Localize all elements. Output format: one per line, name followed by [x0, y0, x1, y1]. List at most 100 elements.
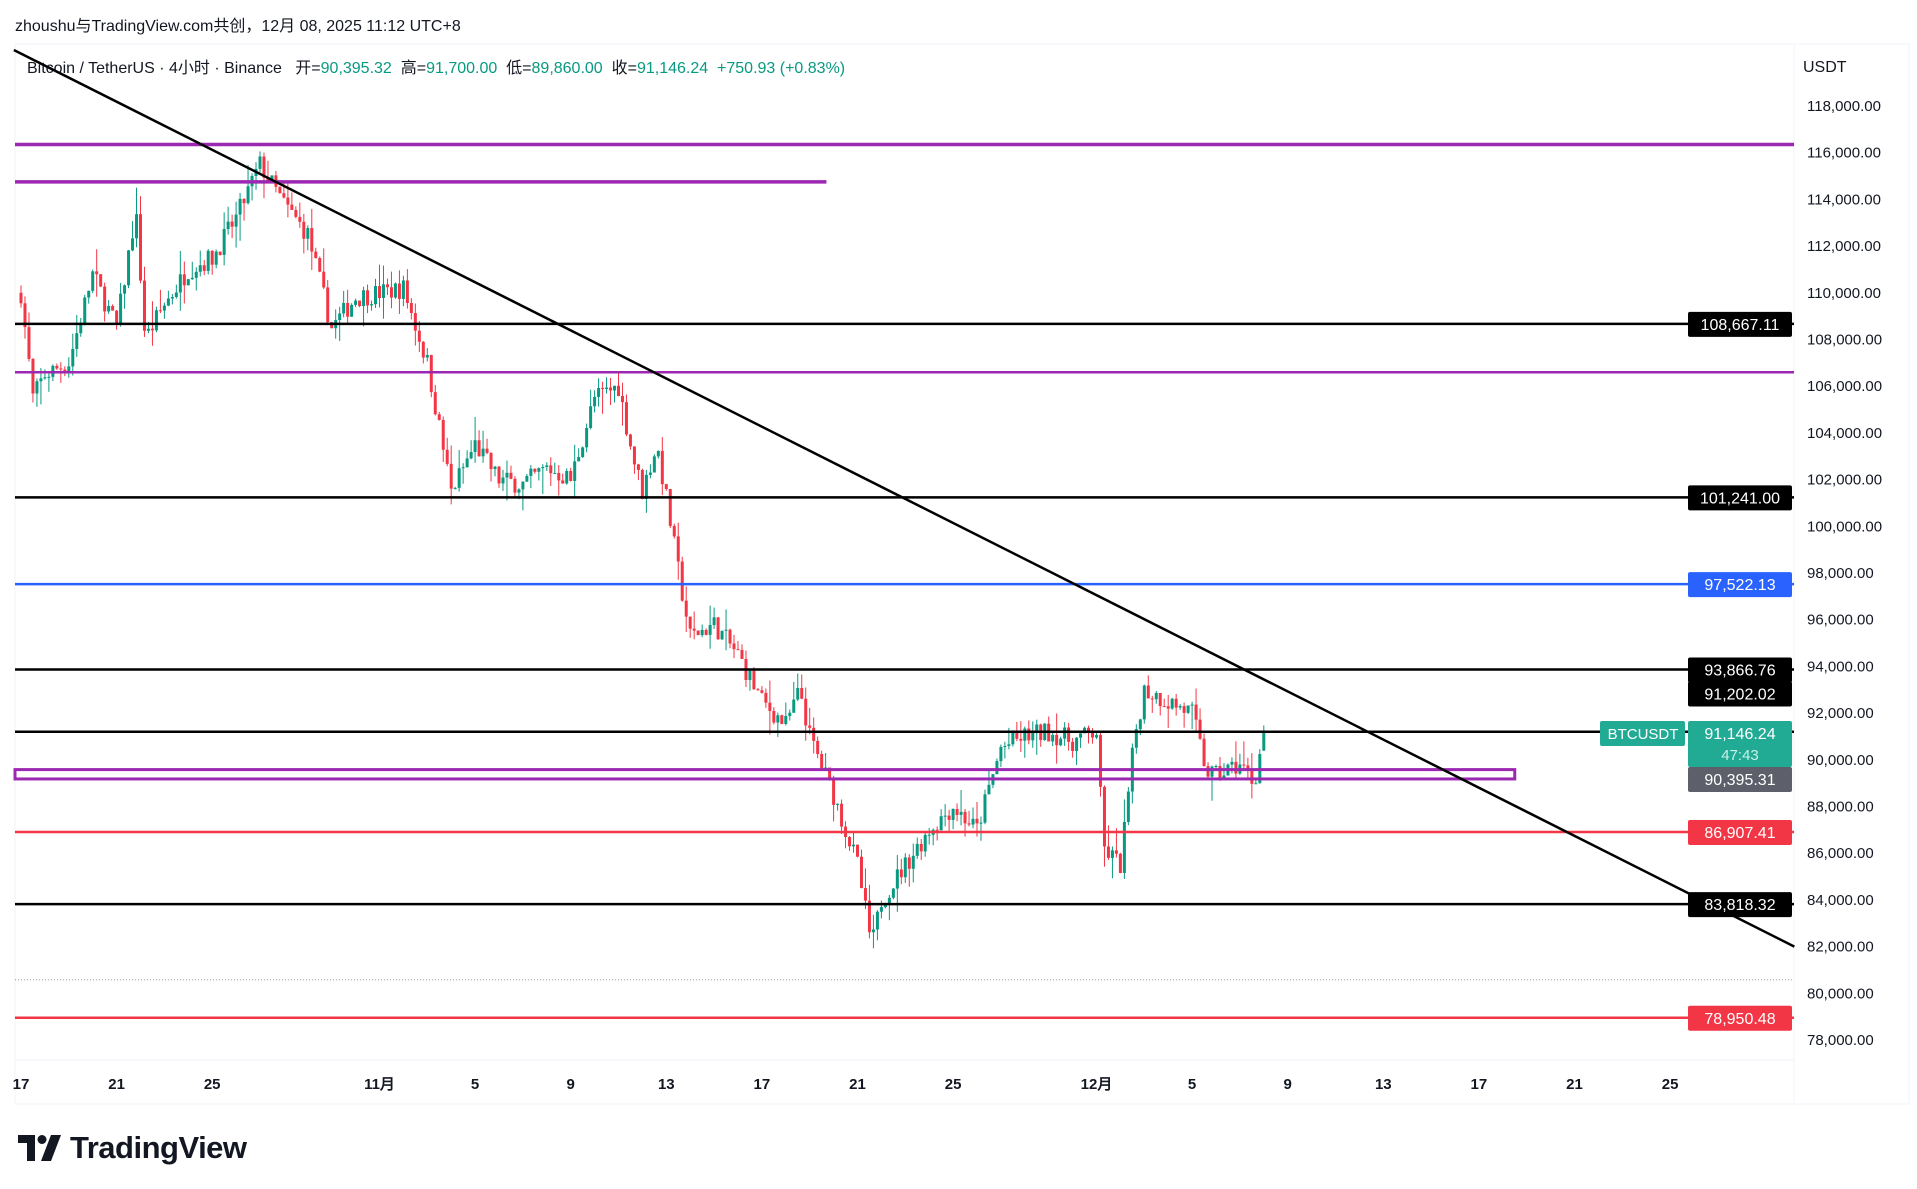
symbol-name[interactable]: Bitcoin / TetherUS · 4小时 · Binance	[27, 60, 282, 77]
candle-body	[1262, 733, 1266, 751]
candle-body	[413, 313, 417, 331]
candle-body	[186, 279, 190, 286]
candle-body	[170, 297, 174, 299]
candle-body	[756, 689, 760, 691]
open-price-text: 90,395.31	[1704, 772, 1775, 789]
candle-body	[1035, 724, 1039, 732]
candle-body	[1166, 706, 1170, 709]
candle-body	[83, 297, 87, 324]
candle-body	[748, 670, 752, 680]
currency-label[interactable]: USDT	[1803, 59, 1847, 76]
candle-body	[1198, 719, 1202, 739]
candle-body	[521, 481, 525, 490]
candle-body	[453, 487, 457, 489]
candle-body	[1126, 791, 1130, 822]
candle-body	[258, 156, 262, 169]
close-label: 收=	[611, 60, 637, 77]
candle-body	[226, 221, 230, 230]
candle-body	[405, 280, 409, 303]
candle-body	[903, 857, 907, 878]
candle-body	[688, 616, 692, 629]
time-tick-label: 13	[1375, 1076, 1392, 1093]
candle-body	[1134, 729, 1138, 748]
candle-body	[1102, 786, 1106, 847]
candle-body	[210, 250, 214, 265]
candle-body	[848, 837, 852, 847]
candle-body	[1059, 738, 1063, 746]
candle-body	[429, 354, 433, 393]
candle-body	[895, 869, 899, 889]
candle-body	[1242, 764, 1246, 766]
candle-body	[812, 727, 816, 741]
candle-body	[1194, 704, 1198, 720]
level-price-label	[1688, 311, 1792, 337]
candle-body	[477, 440, 481, 457]
level-price-text: 86,907.41	[1704, 825, 1775, 842]
tradingview-logo[interactable]: TradingView	[18, 1130, 247, 1166]
candle-body	[493, 466, 497, 470]
candle-body	[871, 929, 875, 933]
time-tick-label: 25	[945, 1076, 962, 1093]
candle-body	[31, 358, 35, 394]
downtrend-line	[13, 48, 1795, 948]
candle-body	[35, 381, 39, 394]
candle-body	[278, 186, 282, 194]
candle-body	[971, 818, 975, 825]
candle-body	[533, 468, 537, 472]
support-zone	[13, 768, 1517, 781]
candle-body	[174, 292, 178, 298]
candle-body	[808, 725, 812, 728]
candle-body	[824, 767, 828, 769]
candle-body	[760, 690, 764, 693]
candle-body	[856, 844, 859, 857]
candle-body	[772, 710, 776, 723]
candle-body	[381, 284, 385, 298]
candle-body	[326, 287, 330, 323]
candle-body	[154, 310, 158, 331]
candle-body	[557, 472, 561, 481]
high-label: 高=	[400, 60, 427, 77]
price-tick-label: 88,000.00	[1807, 799, 1874, 816]
candle-body	[282, 193, 286, 198]
candle-body	[1091, 732, 1095, 738]
candle-body	[525, 475, 529, 482]
candle-body	[736, 649, 740, 651]
close-value: 91,146.24	[636, 60, 709, 77]
candle-body	[47, 376, 51, 378]
candle-body	[75, 333, 79, 349]
candle-body	[983, 794, 987, 823]
open-label: 开=	[295, 60, 321, 77]
level-price-label	[1688, 681, 1792, 707]
candle-body	[545, 465, 549, 467]
candle-body	[1114, 850, 1118, 854]
candle-body	[955, 808, 959, 815]
bar-countdown: 47:43	[1721, 747, 1759, 764]
candle-body	[501, 477, 505, 484]
price-tick-label: 86,000.00	[1807, 845, 1874, 862]
candle-body	[624, 402, 628, 435]
candle-body	[190, 277, 194, 280]
candle-body	[648, 472, 652, 475]
price-axis: 118,000.00 116,000.00 114,000.00 112,000.00…	[1807, 98, 1882, 1049]
candle-body	[561, 480, 565, 484]
candle-body	[469, 452, 473, 459]
candle-body	[836, 803, 840, 805]
candle-body	[644, 474, 648, 499]
candle-body	[816, 740, 820, 755]
candle-body	[712, 617, 716, 626]
candle-body	[342, 302, 346, 314]
candle-body	[318, 258, 322, 272]
candle-body	[764, 692, 768, 703]
candle-body	[676, 536, 680, 562]
candle-body	[1186, 705, 1190, 713]
candle-body	[481, 448, 485, 457]
candle-body	[63, 369, 67, 372]
candle-body	[1182, 706, 1186, 713]
candle-body	[716, 617, 720, 640]
candles	[19, 151, 1266, 949]
candle-body	[166, 298, 170, 306]
candle-body	[55, 365, 59, 369]
level-price-text: 78,950.48	[1704, 1011, 1775, 1028]
candle-body	[389, 287, 393, 298]
